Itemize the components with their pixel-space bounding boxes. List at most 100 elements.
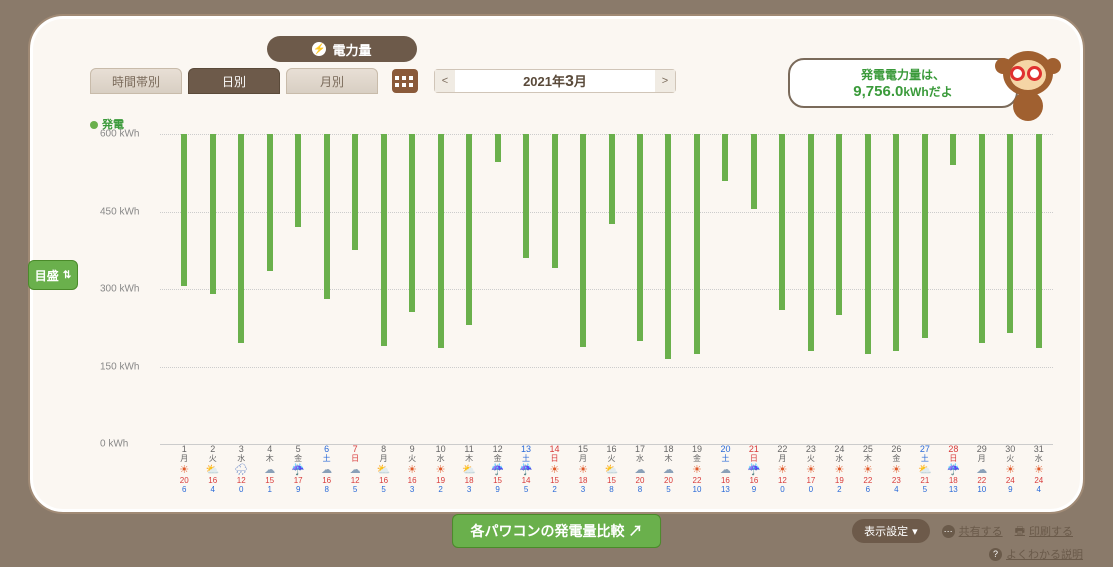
- temp-low: 8: [626, 485, 654, 494]
- tab-monthly[interactable]: 月別: [286, 68, 378, 94]
- bar[interactable]: [580, 134, 586, 347]
- help-link[interactable]: ? よくわかる説明: [989, 546, 1083, 562]
- temp-high: 20: [654, 476, 682, 485]
- temp-low: 3: [569, 485, 597, 494]
- day-number: 4: [255, 444, 283, 454]
- bar[interactable]: [609, 134, 615, 224]
- bar[interactable]: [836, 134, 842, 315]
- bar[interactable]: [295, 134, 301, 227]
- bar[interactable]: [352, 134, 358, 250]
- weekday: 火: [996, 454, 1024, 463]
- next-period-button[interactable]: >: [655, 70, 675, 92]
- bar[interactable]: [324, 134, 330, 299]
- bar[interactable]: [1007, 134, 1013, 333]
- weather-icon: ☀: [996, 464, 1024, 476]
- prev-period-button[interactable]: <: [435, 70, 455, 92]
- share-link[interactable]: ⋯ 共有する: [942, 523, 1003, 539]
- legend-dot-icon: [90, 121, 98, 129]
- x-tick: 3水🌧120: [227, 444, 255, 494]
- scale-button[interactable]: 目盛: [28, 260, 78, 290]
- weather-icon: ☀: [540, 464, 568, 476]
- day-number: 24: [825, 444, 853, 454]
- x-tick: 4木☁151: [255, 444, 283, 494]
- bar[interactable]: [950, 134, 956, 165]
- tab-hourly[interactable]: 時間帯別: [90, 68, 182, 94]
- bar[interactable]: [751, 134, 757, 209]
- day-number: 18: [654, 444, 682, 454]
- bar[interactable]: [893, 134, 899, 351]
- x-tick: 17水☁208: [626, 444, 654, 494]
- bar[interactable]: [779, 134, 785, 310]
- bar-col: [825, 134, 853, 444]
- temp-low: 3: [398, 485, 426, 494]
- day-number: 21: [740, 444, 768, 454]
- bar[interactable]: [495, 134, 501, 162]
- weekday: 木: [854, 454, 882, 463]
- weather-icon: ☁: [626, 464, 654, 476]
- weekday: 水: [825, 454, 853, 463]
- temp-low: 5: [512, 485, 540, 494]
- temp-high: 22: [854, 476, 882, 485]
- day-number: 12: [483, 444, 511, 454]
- bar[interactable]: [722, 134, 728, 181]
- bar[interactable]: [181, 134, 187, 286]
- y-label: 300 kWh: [100, 284, 139, 295]
- weather-icon: ☀: [398, 464, 426, 476]
- day-number: 10: [426, 444, 454, 454]
- bar[interactable]: [665, 134, 671, 359]
- period-label: 2021年3月: [455, 71, 655, 91]
- day-number: 3: [227, 444, 255, 454]
- weather-icon: ☁: [255, 464, 283, 476]
- bar-col: [854, 134, 882, 444]
- bar[interactable]: [438, 134, 444, 348]
- bar[interactable]: [267, 134, 273, 271]
- bar[interactable]: [808, 134, 814, 351]
- weather-icon: ⛅: [911, 464, 939, 476]
- bolt-icon: ⚡: [312, 42, 326, 56]
- temp-low: 9: [483, 485, 511, 494]
- bar[interactable]: [466, 134, 472, 325]
- bar-col: [996, 134, 1024, 444]
- compare-button[interactable]: 各パワコンの発電量比較 ↗: [452, 514, 662, 548]
- bar[interactable]: [552, 134, 558, 268]
- bar[interactable]: [210, 134, 216, 294]
- display-settings-button[interactable]: 表示設定▾: [852, 519, 930, 543]
- bar[interactable]: [922, 134, 928, 338]
- bar[interactable]: [979, 134, 985, 343]
- bar-col: [711, 134, 739, 444]
- temp-low: 9: [284, 485, 312, 494]
- bar[interactable]: [238, 134, 244, 343]
- print-link[interactable]: 🖶 印刷する: [1015, 522, 1073, 541]
- x-tick: 12金☔159: [483, 444, 511, 494]
- weekday: 日: [540, 454, 568, 463]
- bar[interactable]: [409, 134, 415, 312]
- tab-daily[interactable]: 日別: [188, 68, 280, 94]
- temp-low: 6: [854, 485, 882, 494]
- plot-area: 0 kWh150 kWh300 kWh450 kWh600 kWh: [160, 134, 1053, 444]
- bar[interactable]: [865, 134, 871, 354]
- day-number: 19: [683, 444, 711, 454]
- temp-high: 16: [312, 476, 340, 485]
- bar[interactable]: [523, 134, 529, 258]
- weekday: 土: [512, 454, 540, 463]
- x-tick: 6土☁168: [312, 444, 340, 494]
- bar[interactable]: [381, 134, 387, 346]
- x-tick: 11木⛅183: [455, 444, 483, 494]
- temp-high: 18: [455, 476, 483, 485]
- x-tick: 20土☁1613: [711, 444, 739, 494]
- weather-icon: ☀: [825, 464, 853, 476]
- weekday: 水: [227, 454, 255, 463]
- weekday: 金: [683, 454, 711, 463]
- temp-low: 13: [939, 485, 967, 494]
- temp-low: 10: [968, 485, 996, 494]
- weather-icon: ☀: [854, 464, 882, 476]
- bar[interactable]: [637, 134, 643, 341]
- bar[interactable]: [1036, 134, 1042, 348]
- calendar-icon[interactable]: [392, 69, 418, 93]
- bar[interactable]: [694, 134, 700, 354]
- temp-high: 24: [996, 476, 1024, 485]
- temp-high: 22: [683, 476, 711, 485]
- temp-high: 12: [341, 476, 369, 485]
- day-number: 23: [797, 444, 825, 454]
- weather-icon: ☀: [683, 464, 711, 476]
